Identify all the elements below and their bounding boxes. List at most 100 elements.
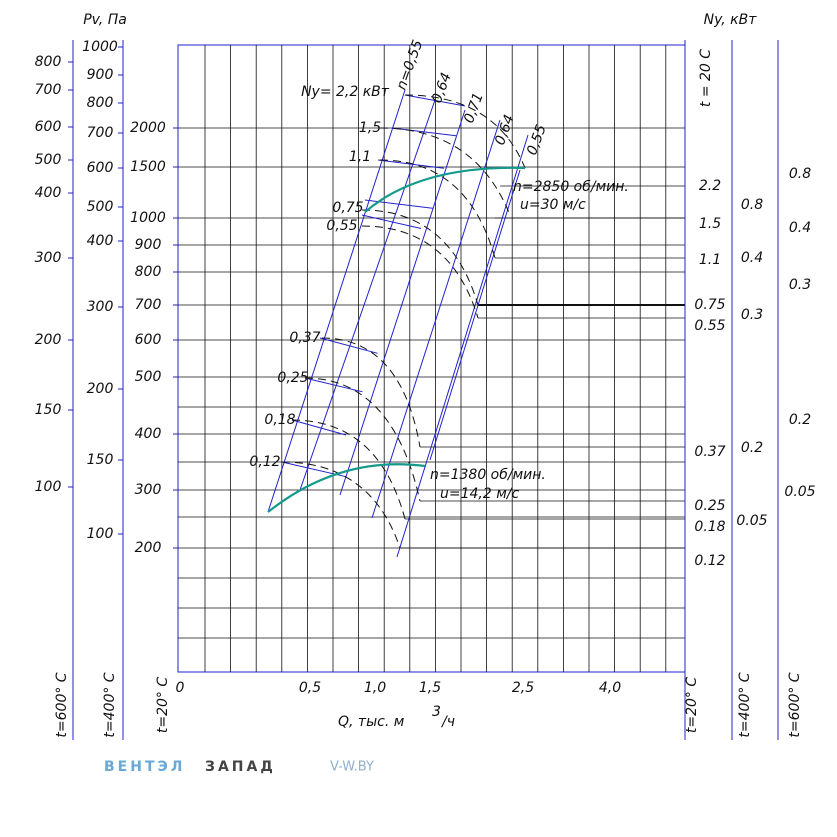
- scale-tick: 0.37: [694, 444, 725, 460]
- efficiency-line: [371, 119, 501, 519]
- scale-tick: 0.25: [694, 498, 725, 514]
- scale-tick: 0.4: [741, 250, 763, 266]
- power-curve: [361, 225, 479, 319]
- scale-tick: 0.3: [789, 277, 811, 293]
- speed-label: n=2850 об/мин.: [513, 179, 629, 195]
- scale-tick: 0.12: [694, 553, 725, 569]
- scale-tick: 500: [35, 152, 62, 168]
- power-label: 0,37: [289, 330, 320, 346]
- blue-link: [304, 377, 363, 393]
- scale-tick: 800: [87, 95, 114, 111]
- x-tick: 0,5: [299, 680, 321, 696]
- temp-label: t=400° C: [102, 672, 118, 737]
- curve-2850: [364, 166, 526, 213]
- power-curve: [304, 377, 421, 502]
- speed-label: u=14,2 м/с: [440, 486, 520, 502]
- power-curve: [361, 209, 479, 306]
- efficiency-label: 0,71: [461, 91, 487, 126]
- q-sup: 3: [432, 704, 441, 720]
- power-label: 1,5: [359, 120, 381, 136]
- scale-tick: 1000: [82, 39, 118, 55]
- x-tick: 0: [176, 680, 185, 696]
- blue-link: [361, 214, 422, 229]
- power-label: 0,18: [264, 412, 295, 428]
- curve-1380: [267, 463, 426, 513]
- scale-tick: 200: [35, 332, 62, 348]
- efficiency-line: [299, 99, 436, 491]
- scale-tick: 1.5: [699, 216, 721, 232]
- scale-tick: 150: [35, 402, 62, 418]
- scale-tick: 0.75: [694, 297, 725, 313]
- scale-tick: 0.05: [784, 484, 815, 500]
- temp-label: t=600° C: [54, 672, 70, 737]
- scale-tick: 1.1: [699, 252, 721, 268]
- scale-tick: 300: [135, 482, 162, 498]
- brand-a: ВЕНТЭЛ: [104, 759, 185, 775]
- scale-tick: 1500: [130, 159, 166, 175]
- blue-link: [364, 199, 433, 209]
- scale-tick: 0.8: [789, 166, 811, 182]
- q-unit: /ч: [440, 714, 455, 730]
- power-label: 0,55: [326, 218, 357, 234]
- power-curve: [321, 337, 421, 448]
- scale-tick: 400: [135, 426, 162, 442]
- blue-link: [404, 94, 466, 107]
- power-curve: [404, 94, 526, 169]
- temp-label: t=20° C: [155, 677, 171, 733]
- scale-tick: 100: [87, 526, 114, 542]
- x-tick: 1,0: [364, 680, 386, 696]
- scale-tick: 0.8: [741, 197, 763, 213]
- scale-tick: 200: [135, 540, 162, 556]
- scale-tick: 0.3: [741, 307, 763, 323]
- temp-label: t = 20 C: [698, 49, 714, 107]
- x-tick: 4,0: [599, 680, 621, 696]
- scale-tick: 800: [135, 264, 162, 280]
- scale-tick: 800: [35, 54, 62, 70]
- scale-tick: 0.2: [789, 412, 811, 428]
- power-curve: [291, 419, 406, 520]
- scale-tick: 600: [35, 119, 62, 135]
- scale-tick: 400: [87, 233, 114, 249]
- scale-tick: 700: [35, 82, 62, 98]
- efficiency-label: n=0,55: [394, 38, 427, 92]
- ny-label: Ny, кВт: [704, 12, 758, 28]
- scale-tick: 600: [87, 160, 114, 176]
- x-tick: 2,5: [512, 680, 534, 696]
- efficiency-label: 0,64: [429, 71, 455, 106]
- power-label: 0,25: [277, 370, 308, 386]
- q-label: Q, тыс. м: [338, 714, 405, 730]
- scale-tick: 500: [135, 369, 162, 385]
- efficiency-label: 0,64: [492, 113, 518, 148]
- speed-label: u=30 м/с: [520, 197, 586, 213]
- blue-link: [319, 337, 378, 354]
- temp-label: t=600° C: [787, 672, 803, 737]
- scale-tick: 200: [87, 381, 114, 397]
- scale-tick: 700: [135, 297, 162, 313]
- scale-tick: 100: [35, 479, 62, 495]
- temp-label: t=20° C: [684, 677, 700, 733]
- site: V-W.BY: [330, 760, 374, 775]
- scale-tick: 0.55: [694, 318, 725, 334]
- scale-tick: 600: [135, 332, 162, 348]
- scale-tick: 300: [87, 299, 114, 315]
- scale-tick: 150: [87, 452, 114, 468]
- power-curve: [379, 127, 511, 216]
- power-label: 1,1: [349, 149, 371, 165]
- scale-tick: 2.2: [699, 178, 721, 194]
- scale-tick: 300: [35, 250, 62, 266]
- pv-label: Pv, Па: [83, 12, 127, 28]
- power-label: 0,12: [249, 454, 280, 470]
- scale-tick: 0.2: [741, 440, 763, 456]
- blue-link: [291, 419, 347, 436]
- scale-tick: 900: [135, 237, 162, 253]
- blue-link: [391, 127, 457, 137]
- temp-label: t=400° C: [737, 672, 753, 737]
- efficiency-line: [429, 169, 521, 461]
- power-label: 0,75: [332, 200, 363, 216]
- speed-label: n=1380 об/мин.: [430, 467, 546, 483]
- x-tick: 1,5: [419, 680, 441, 696]
- scale-tick: 400: [35, 185, 62, 201]
- power-curve: [281, 461, 401, 549]
- scale-tick: 2000: [130, 120, 166, 136]
- scale-tick: 900: [87, 67, 114, 83]
